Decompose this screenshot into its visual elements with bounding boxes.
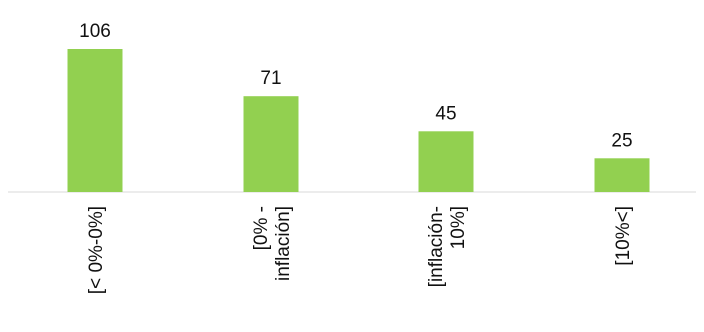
bar-4 — [594, 158, 650, 192]
tick-label-3: [inflación-10%] — [426, 206, 469, 287]
tick-label-2: [0% -inflación] — [251, 206, 294, 281]
tick-label-3-line-1: [inflación- — [426, 206, 447, 287]
bar-2 — [243, 96, 299, 192]
tick-label-2-line-1: [0% - — [251, 206, 272, 250]
category-label-group: [< 0%-0%] [0% -inflación] [inflación-10%][… — [86, 206, 634, 294]
data-label-4: 25 — [611, 130, 632, 151]
data-label-1: 106 — [79, 21, 111, 42]
bar-1 — [67, 49, 123, 192]
tick-label-4: [10%<] — [613, 206, 634, 266]
data-label-group: 106 71 45 25 — [79, 21, 632, 151]
bar-3 — [418, 131, 474, 192]
tick-label-2-line-2: inflación] — [273, 206, 294, 281]
tick-label-4-line-1: [10%<] — [613, 206, 634, 266]
tick-label-1: [< 0%-0%] — [86, 206, 107, 294]
tick-label-3-line-2: 10%] — [448, 206, 469, 249]
data-label-3: 45 — [435, 103, 456, 124]
data-label-2: 71 — [260, 68, 281, 89]
tick-label-1-line-1: [< 0%-0%] — [86, 206, 107, 294]
bar-group — [67, 49, 650, 192]
